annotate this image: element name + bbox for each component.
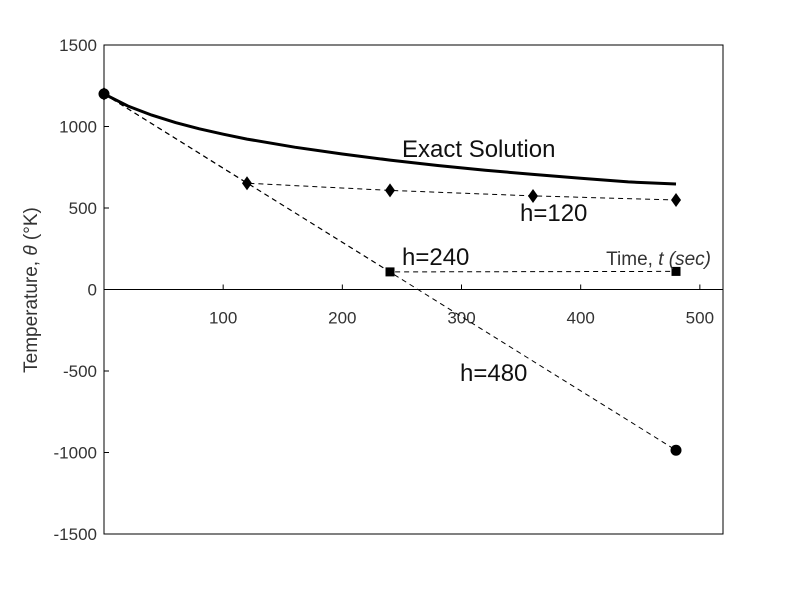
series-h-120-point bbox=[528, 188, 539, 203]
series-exact-solution-line bbox=[103, 92, 677, 186]
series-h-480-point bbox=[670, 444, 682, 456]
x-tick-label: 100 bbox=[209, 309, 237, 328]
y-tick-label: -500 bbox=[63, 362, 97, 381]
x-axis-title: Time, t (sec) bbox=[606, 249, 711, 270]
x-tick-label: 200 bbox=[328, 309, 356, 328]
y-tick-label: 1000 bbox=[59, 118, 97, 137]
x-tick-label: 500 bbox=[686, 309, 714, 328]
series-h-120-label: h=120 bbox=[520, 200, 587, 227]
x-tick-label: 400 bbox=[566, 309, 594, 328]
series-h-480-point bbox=[98, 88, 110, 100]
y-tick-label: 0 bbox=[88, 281, 97, 300]
y-tick-label: -1000 bbox=[54, 444, 97, 463]
series-layer bbox=[98, 86, 682, 456]
series-h-120-point bbox=[671, 193, 682, 208]
y-tick-label: -1500 bbox=[54, 525, 97, 544]
x-tick-label: 300 bbox=[447, 309, 475, 328]
y-tick-label: 1500 bbox=[59, 36, 97, 55]
series-exact-solution-label: Exact Solution bbox=[402, 136, 555, 163]
series-h-240-point bbox=[671, 266, 681, 276]
axes-layer: 100 200 300 400 500 1500 1000 500 0 -500 -1000 -150… bbox=[54, 36, 724, 544]
label-layer: Time, t (sec) Temperature, θ (°K) Exact So… bbox=[21, 136, 711, 387]
series-h-120-point bbox=[242, 176, 253, 191]
series-h-480-line bbox=[103, 93, 677, 451]
y-tick-label: 500 bbox=[69, 199, 97, 218]
series-h-480-label: h=480 bbox=[460, 360, 527, 387]
y-axis-title: Temperature, θ (°K) bbox=[21, 207, 42, 373]
series-h-240-label: h=240 bbox=[402, 244, 469, 271]
series-h-120-point bbox=[385, 183, 396, 198]
